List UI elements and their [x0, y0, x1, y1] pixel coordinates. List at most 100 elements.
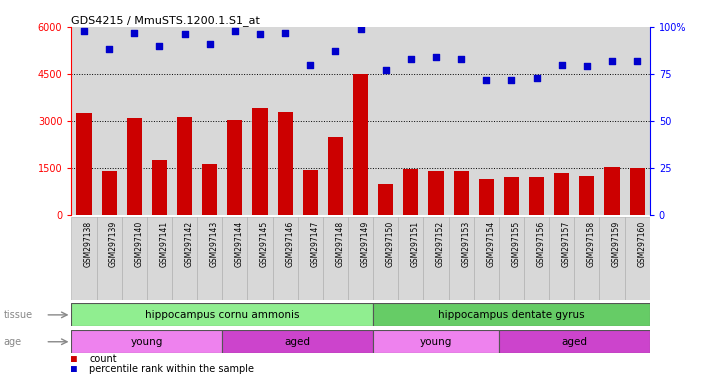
Text: age: age: [4, 337, 21, 347]
Point: [330, 48, 341, 55]
Bar: [373, 330, 499, 353]
Bar: [554, 173, 569, 215]
Bar: [605, 167, 620, 215]
Point: [79, 28, 90, 34]
Point: [481, 76, 492, 83]
Point: [431, 54, 442, 60]
Text: tissue: tissue: [4, 310, 33, 320]
Bar: [101, 170, 116, 215]
Bar: [373, 217, 398, 300]
Text: hippocampus cornu ammonis: hippocampus cornu ammonis: [145, 310, 299, 320]
Bar: [448, 217, 473, 300]
Text: percentile rank within the sample: percentile rank within the sample: [89, 364, 254, 374]
Bar: [423, 217, 448, 300]
Bar: [172, 217, 197, 300]
Bar: [403, 169, 418, 215]
Bar: [348, 217, 373, 300]
Text: GSM297151: GSM297151: [411, 221, 420, 267]
Bar: [600, 217, 625, 300]
Bar: [222, 330, 373, 353]
Bar: [303, 170, 318, 215]
Point: [104, 46, 115, 53]
Point: [581, 63, 593, 70]
Text: GSM297144: GSM297144: [235, 221, 244, 267]
Point: [380, 67, 391, 73]
Bar: [152, 160, 167, 215]
Bar: [625, 217, 650, 300]
Bar: [177, 117, 192, 215]
Bar: [126, 118, 142, 215]
Bar: [71, 330, 222, 353]
Text: GSM297149: GSM297149: [361, 221, 370, 267]
Point: [556, 61, 568, 68]
Point: [355, 26, 366, 32]
Text: GSM297140: GSM297140: [134, 221, 144, 267]
Text: GSM297148: GSM297148: [336, 221, 344, 267]
Text: young: young: [420, 337, 452, 347]
Point: [229, 28, 241, 34]
Text: young: young: [131, 337, 163, 347]
Bar: [473, 217, 499, 300]
Bar: [549, 217, 574, 300]
Text: ■: ■: [71, 354, 77, 364]
Bar: [353, 74, 368, 215]
Bar: [298, 217, 323, 300]
Text: GSM297147: GSM297147: [311, 221, 319, 267]
Text: GSM297157: GSM297157: [562, 221, 570, 267]
Bar: [197, 217, 222, 300]
Point: [178, 31, 190, 38]
Point: [531, 74, 543, 81]
Bar: [499, 330, 650, 353]
Bar: [574, 217, 600, 300]
Text: GSM297138: GSM297138: [84, 221, 93, 267]
Text: GSM297150: GSM297150: [386, 221, 395, 267]
Text: GSM297143: GSM297143: [210, 221, 218, 267]
Text: GSM297142: GSM297142: [184, 221, 193, 267]
Point: [279, 30, 291, 36]
Bar: [504, 177, 519, 215]
Bar: [524, 217, 549, 300]
Bar: [479, 179, 494, 215]
Bar: [453, 171, 468, 215]
Text: GSM297152: GSM297152: [436, 221, 445, 267]
Bar: [71, 217, 96, 300]
Bar: [121, 217, 147, 300]
Text: hippocampus dentate gyrus: hippocampus dentate gyrus: [438, 310, 585, 320]
Bar: [323, 217, 348, 300]
Point: [254, 31, 266, 38]
Bar: [96, 217, 121, 300]
Bar: [76, 113, 91, 215]
Text: GSM297146: GSM297146: [285, 221, 294, 267]
Bar: [398, 217, 423, 300]
Text: GSM297158: GSM297158: [587, 221, 596, 267]
Bar: [373, 303, 650, 326]
Text: GSM297153: GSM297153: [461, 221, 470, 267]
Text: GSM297139: GSM297139: [109, 221, 118, 267]
Point: [631, 58, 643, 64]
Point: [129, 30, 140, 36]
Bar: [71, 303, 373, 326]
Point: [506, 76, 517, 83]
Bar: [227, 120, 242, 215]
Title: GDS4215 / MmuSTS.1200.1.S1_at: GDS4215 / MmuSTS.1200.1.S1_at: [71, 15, 261, 26]
Bar: [499, 217, 524, 300]
Text: GSM297155: GSM297155: [511, 221, 521, 267]
Bar: [579, 176, 595, 215]
Bar: [378, 184, 393, 215]
Point: [204, 41, 216, 47]
Text: GSM297160: GSM297160: [637, 221, 646, 267]
Text: aged: aged: [561, 337, 588, 347]
Point: [456, 56, 467, 62]
Text: GSM297159: GSM297159: [612, 221, 621, 267]
Text: GSM297141: GSM297141: [159, 221, 169, 267]
Point: [305, 61, 316, 68]
Bar: [328, 137, 343, 215]
Bar: [278, 112, 293, 215]
Point: [606, 58, 618, 64]
Point: [154, 43, 165, 49]
Bar: [529, 177, 544, 215]
Bar: [428, 171, 443, 215]
Text: GSM297154: GSM297154: [486, 221, 496, 267]
Text: GSM297145: GSM297145: [260, 221, 269, 267]
Bar: [630, 168, 645, 215]
